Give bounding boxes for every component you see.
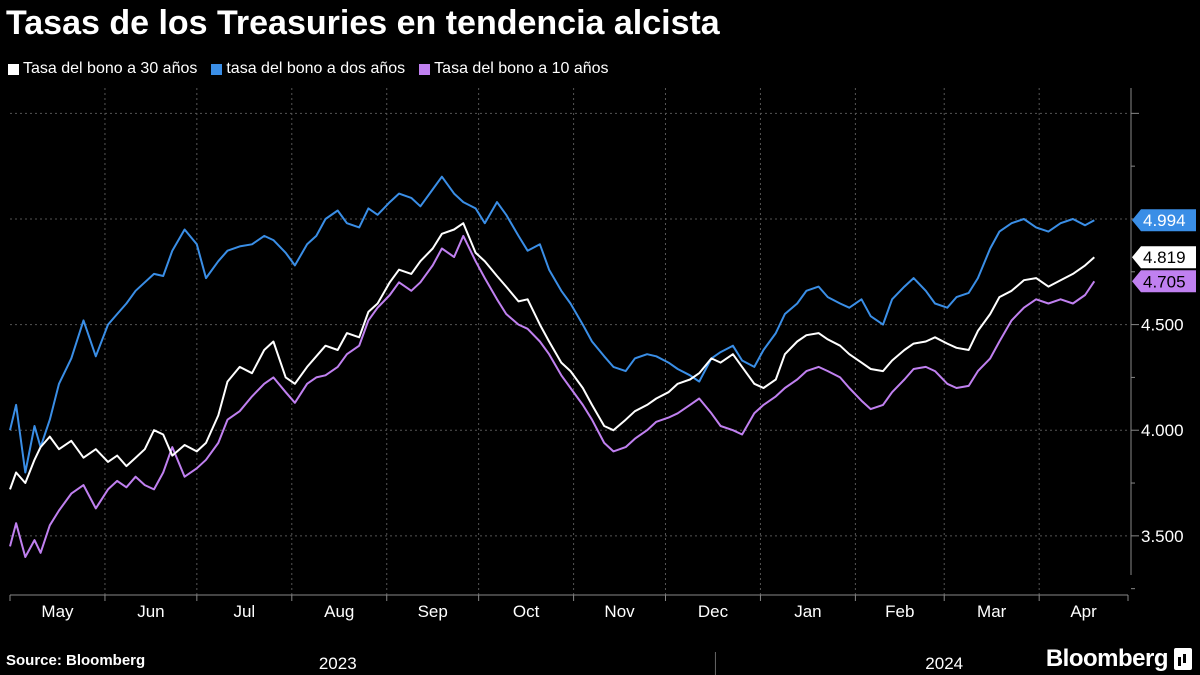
- x-tick-label: Dec: [698, 602, 729, 621]
- x-tick-label: Nov: [604, 602, 635, 621]
- x-year-label: 2023: [319, 654, 357, 673]
- y-tick-label: 3.500: [1141, 527, 1184, 546]
- source-note: Source: Bloomberg: [6, 652, 146, 669]
- series-line-0: [9, 222, 1095, 490]
- last-value-label-0: 4.819: [1143, 248, 1186, 267]
- last-value-label-2: 4.705: [1143, 272, 1186, 291]
- x-tick-label: Jan: [794, 602, 821, 621]
- x-year-label: 2024: [925, 654, 963, 673]
- chart-title: Tasas de los Treasuries en tendencia alc…: [6, 4, 720, 42]
- brand-logo: Bloomberg: [1046, 645, 1192, 673]
- last-value-label-1: 4.994: [1143, 211, 1186, 230]
- last-value-tag-0: [1132, 246, 1196, 269]
- x-tick-label: Oct: [513, 602, 540, 621]
- x-tick-label: Sep: [418, 602, 448, 621]
- y-tick-label: 4.000: [1141, 421, 1184, 440]
- legend-label-2y: tasa del bono a dos años: [226, 60, 406, 77]
- x-tick-label: Mar: [977, 602, 1007, 621]
- legend-item-2y: tasa del bono a dos años: [211, 60, 405, 78]
- legend-label-10y: Tasa del bono a 10 años: [434, 60, 609, 77]
- x-tick-label: Aug: [324, 602, 354, 621]
- last-value-tag-1: [1132, 209, 1196, 232]
- chart-legend: Tasa del bono a 30 años tasa del bono a …: [8, 60, 609, 78]
- legend-swatch-10y: [419, 63, 431, 75]
- last-value-tag-2: [1132, 270, 1196, 293]
- x-tick-label: Jul: [233, 602, 255, 621]
- x-tick-label: May: [41, 602, 74, 621]
- legend-item-30y: Tasa del bono a 30 años: [8, 60, 197, 78]
- legend-swatch-30y: [8, 63, 19, 75]
- legend-swatch-2y: [211, 63, 223, 75]
- legend-label-30y: Tasa del bono a 30 años: [23, 60, 198, 77]
- bloomberg-icon: [1174, 648, 1192, 670]
- x-tick-label: Feb: [885, 602, 914, 621]
- series-line-1: [9, 175, 1095, 474]
- y-tick-label: 4.500: [1141, 316, 1184, 335]
- series-line-2: [9, 234, 1096, 558]
- x-tick-label: Jun: [137, 602, 164, 621]
- legend-item-10y: Tasa del bono a 10 años: [419, 60, 609, 78]
- x-tick-label: Apr: [1070, 602, 1097, 621]
- brand-name: Bloomberg: [1045, 645, 1169, 672]
